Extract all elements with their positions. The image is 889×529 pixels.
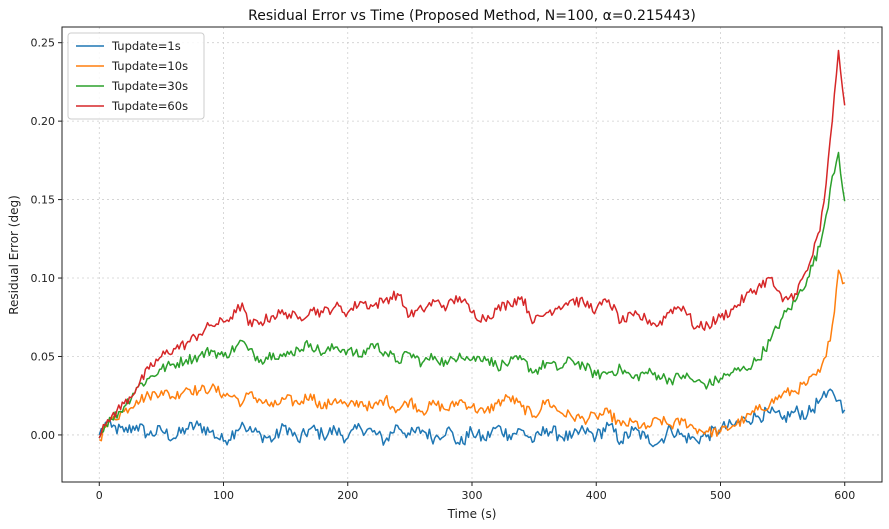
chart-title: Residual Error vs Time (Proposed Method,… bbox=[248, 8, 696, 24]
y-tick-label: 0.10 bbox=[31, 272, 56, 285]
x-tick-label: 500 bbox=[710, 489, 731, 502]
legend-label: Tupdate=30s bbox=[111, 79, 188, 93]
legend-label: Tupdate=60s bbox=[111, 99, 188, 113]
series-line-tupdate-60s bbox=[98, 49, 846, 439]
x-tick-label: 600 bbox=[834, 489, 855, 502]
x-axis-label: Time (s) bbox=[447, 507, 497, 521]
x-tick-label: 200 bbox=[337, 489, 358, 502]
legend-box bbox=[67, 32, 205, 120]
x-tick-label: 0 bbox=[96, 489, 103, 502]
y-axis-ticks: 0.00 0.05 0.10 0.15 0.20 0.25 bbox=[31, 37, 62, 442]
x-axis-ticks: 0 100 200 300 400 500 600 bbox=[96, 482, 855, 502]
legend-label: Tupdate=10s bbox=[111, 59, 188, 73]
legend: Tupdate=1s Tupdate=10s Tupdate=30s Tupdate=… bbox=[67, 32, 205, 120]
y-axis-label: Residual Error (deg) bbox=[7, 195, 21, 315]
legend-label: Tupdate=1s bbox=[111, 39, 181, 53]
series-line-tupdate-10s bbox=[98, 269, 846, 442]
x-tick-label: 100 bbox=[213, 489, 234, 502]
series-line-tupdate-30s bbox=[98, 151, 846, 439]
y-tick-label: 0.20 bbox=[31, 115, 56, 128]
y-tick-label: 0.15 bbox=[31, 194, 56, 207]
x-tick-label: 300 bbox=[462, 489, 483, 502]
y-tick-label: 0.25 bbox=[31, 37, 56, 50]
series-lines bbox=[98, 49, 846, 448]
x-tick-label: 400 bbox=[586, 489, 607, 502]
y-tick-label: 0.05 bbox=[31, 350, 56, 363]
y-tick-label: 0.00 bbox=[31, 429, 56, 442]
